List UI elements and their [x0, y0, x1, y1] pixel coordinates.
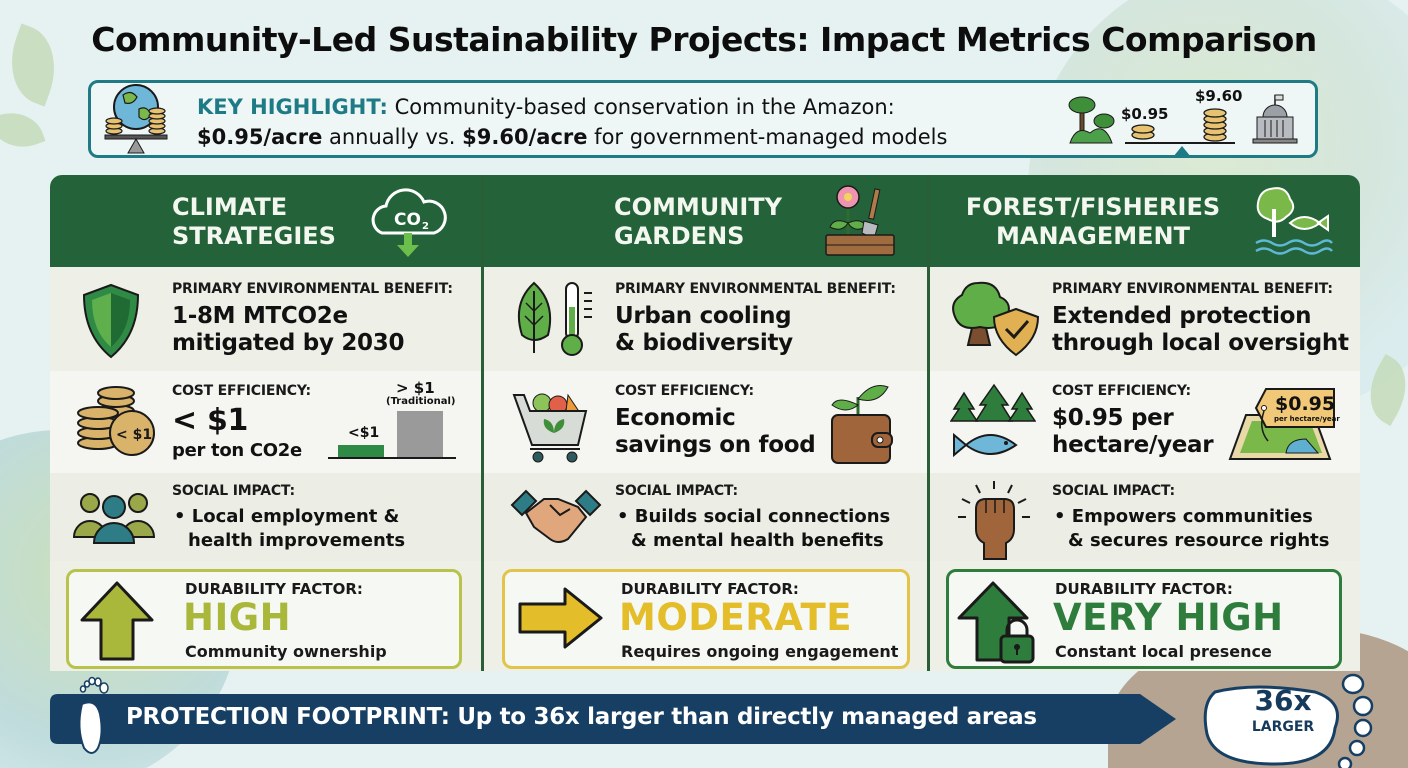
- government-cost: $9.60/acre: [462, 125, 588, 149]
- price-tag-unit: per hectare/year: [1274, 415, 1340, 423]
- highlight-label: KEY HIGHLIGHT:: [197, 95, 388, 119]
- wallet-sprout-icon: [831, 385, 893, 464]
- scale-pointer: [1173, 146, 1191, 157]
- arrow-right-icon: [518, 587, 603, 649]
- 36x-footprint-badge: [1203, 673, 1374, 768]
- column-header: COMMUNITY GARDENS: [484, 175, 927, 267]
- leaf-decoration-icon: [0, 103, 46, 157]
- svg-text:2: 2: [422, 221, 429, 232]
- community-cost: $0.95/acre: [197, 125, 323, 149]
- traditional-bar-label: > $1: [396, 379, 435, 397]
- benefit-row: PRIMARY ENVIRONMENTAL BENEFIT: Extended …: [930, 267, 1360, 371]
- tree-fish-water-icon: [1255, 187, 1333, 255]
- rainforest-trees-icon: [1068, 96, 1115, 144]
- durability-value: HIGH: [183, 596, 292, 639]
- benefit-value: Urban cooling & biodiversity: [615, 303, 793, 356]
- arrow-up-icon: [80, 581, 154, 661]
- svg-text:CO: CO: [394, 210, 421, 230]
- social-row: SOCIAL IMPACT: • Local employment & heal…: [50, 473, 482, 561]
- coins-stack-icon: < $1: [77, 386, 155, 456]
- column-forest-fisheries: FOREST/FISHERIES MANAGEMENT PRIMARY ENVI…: [930, 175, 1360, 671]
- key-highlight-banner: KEY HIGHLIGHT: Community-based conservat…: [88, 80, 1318, 158]
- column-divider: [927, 175, 930, 671]
- scale-right-value: $9.60: [1195, 87, 1243, 105]
- benefit-value: 1-8M MTCO2e mitigated by 2030: [172, 303, 405, 356]
- durability-row: DURABILITY FACTOR: VERY HIGH Constant lo…: [930, 561, 1360, 671]
- tree-shield-icon: [952, 281, 1040, 357]
- column-title: COMMUNITY GARDENS: [614, 193, 783, 250]
- cost-value: $0.95 per hectare/year: [1052, 405, 1214, 458]
- cost-row: COST EFFICIENCY: Economic savings on foo…: [484, 371, 927, 473]
- column-community-gardens: COMMUNITY GARDENS: [484, 175, 927, 671]
- cost-comparison-scale-icon: [1125, 108, 1235, 144]
- badge-label: LARGER: [1251, 719, 1315, 735]
- column-climate-strategies: CLIMATE STRATEGIES CO 2 PRIMARY ENVIRONM…: [50, 175, 482, 671]
- column-divider: [481, 175, 484, 671]
- government-building-icon: [1252, 94, 1298, 144]
- shield-icon: [82, 283, 140, 359]
- social-row: SOCIAL IMPACT: • Builds social connectio…: [484, 473, 927, 561]
- column-header: CLIMATE STRATEGIES CO 2: [50, 175, 482, 267]
- arrow-up-lock-icon: [957, 581, 1035, 664]
- globe-balance-scale-icon: [104, 84, 168, 154]
- durability-row: DURABILITY FACTOR: HIGH Community owners…: [50, 561, 482, 671]
- durability-card: DURABILITY FACTOR: VERY HIGH Constant lo…: [946, 569, 1342, 669]
- durability-value: VERY HIGH: [1053, 596, 1284, 639]
- handshake-icon: [510, 489, 602, 543]
- cost-row: COST EFFICIENCY: $0.95 per hectare/year …: [930, 371, 1360, 473]
- column-title: CLIMATE STRATEGIES: [172, 193, 336, 250]
- land-price-tag-icon: [1228, 388, 1335, 460]
- trees-fish-icon: [950, 383, 1036, 458]
- benefit-value: Extended protection through local oversi…: [1052, 303, 1349, 356]
- cost-value: Economic savings on food: [615, 405, 816, 458]
- footprint-icon: [78, 676, 109, 754]
- community-bar-label: <$1: [348, 425, 380, 441]
- co2-cloud-down-icon: CO 2: [371, 188, 447, 257]
- cost-value: < $1: [172, 403, 249, 438]
- column-header: FOREST/FISHERIES MANAGEMENT: [930, 175, 1360, 267]
- page-title: Community-Led Sustainability Projects: I…: [91, 20, 1317, 59]
- social-value: • Empowers communities & secures resourc…: [1054, 506, 1330, 551]
- durability-card: DURABILITY FACTOR: HIGH Community owners…: [66, 569, 462, 669]
- durability-row: DURABILITY FACTOR: MODERATE Requires ong…: [484, 561, 927, 671]
- garden-bed-flower-icon: [825, 185, 895, 256]
- footer-text: PROTECTION FOOTPRINT: Up to 36x larger t…: [126, 704, 1037, 730]
- traditional-bar-sublabel: (Traditional): [386, 396, 456, 407]
- scale-left-value: $0.95: [1121, 105, 1169, 123]
- community-bar: [338, 445, 384, 457]
- comparison-table: CLIMATE STRATEGIES CO 2 PRIMARY ENVIRONM…: [50, 175, 1360, 671]
- shopping-cart-produce-icon: [512, 393, 588, 463]
- social-value: • Local employment & health improvements: [174, 506, 406, 551]
- chart-baseline: [328, 457, 456, 459]
- social-value: • Builds social connections & mental hea…: [617, 506, 891, 551]
- raised-fist-icon: [958, 481, 1030, 560]
- traditional-bar: [397, 411, 443, 457]
- highlight-text: KEY HIGHLIGHT: Community-based conservat…: [197, 95, 948, 149]
- price-tag-value: $0.95: [1275, 393, 1336, 415]
- benefit-row: PRIMARY ENVIRONMENTAL BENEFIT: 1-8M MTCO…: [50, 267, 482, 371]
- cost-row: < $1 COST EFFICIENCY: < $1 per ton CO2e …: [50, 371, 482, 473]
- protection-footprint-banner: [50, 694, 1176, 744]
- benefit-row: PRIMARY ENVIRONMENTAL BENEFIT: Urban coo…: [484, 267, 927, 371]
- leaf-thermometer-icon: [518, 281, 592, 356]
- durability-value: MODERATE: [619, 596, 853, 639]
- durability-card: DURABILITY FACTOR: MODERATE Requires ong…: [502, 569, 910, 669]
- people-group-icon: [72, 493, 156, 544]
- svg-text:< $1: < $1: [116, 427, 152, 443]
- column-title: FOREST/FISHERIES MANAGEMENT: [965, 193, 1221, 250]
- social-row: SOCIAL IMPACT: • Empowers communities & …: [930, 473, 1360, 561]
- badge-value: 36x: [1254, 684, 1312, 717]
